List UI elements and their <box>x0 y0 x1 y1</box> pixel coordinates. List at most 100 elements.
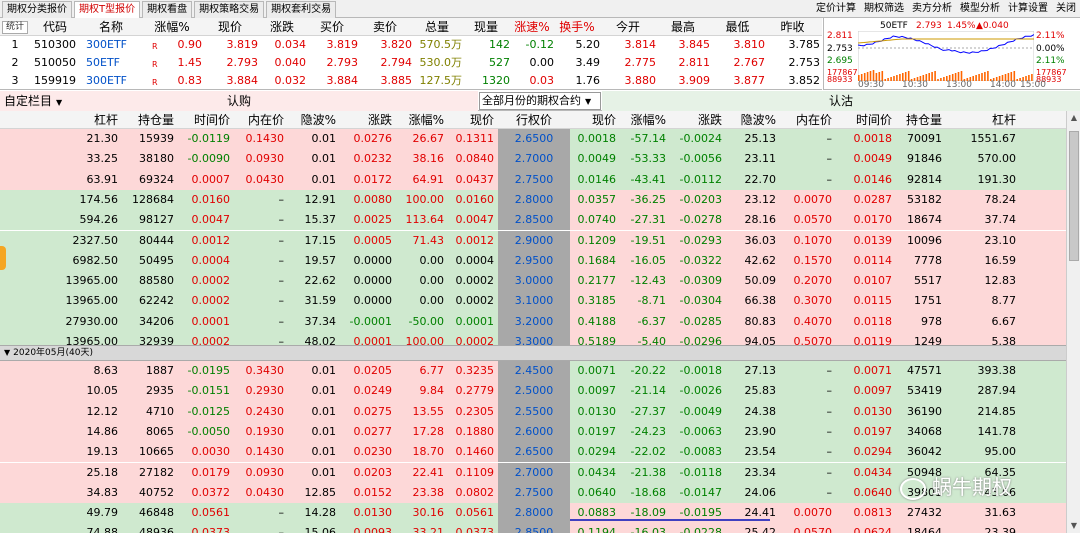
expiry-group-row[interactable]: ▼ 2020年05月(40天) <box>0 345 1066 361</box>
tquote-header-9[interactable]: 现价 <box>591 113 616 127</box>
call-change-pct: 0.00 <box>419 253 445 267</box>
quote-header-7[interactable]: 总量 <box>424 20 449 34</box>
mini-chart-vol-high-left: 177867 <box>827 68 858 77</box>
tquote-row[interactable]: 14.86 8065 -0.0050 0.1930 0.01 0.0277 17.28 0.1… <box>0 421 1066 443</box>
quote-row[interactable]: 2 510050 50ETF 1.45 2.793 0.040 2.793 2.794 530.… <box>0 54 822 72</box>
call-change-pct: 38.16 <box>412 152 445 166</box>
call-intrinsic-value: – <box>278 526 285 533</box>
call-leverage: 174.56 <box>79 192 119 206</box>
tquote-header-7[interactable]: 现价 <box>469 113 494 127</box>
menu-item-0[interactable]: 定价计算 <box>816 3 856 14</box>
mini-chart-time-label: 09:30 <box>858 80 884 90</box>
custom-columns-button[interactable]: 自定栏目 ▼ <box>4 91 62 111</box>
tquote-header-3[interactable]: 内在价 <box>247 113 284 127</box>
tab-0[interactable]: 期权分类报价 <box>2 1 72 18</box>
mini-chart-volume-bar <box>963 79 966 81</box>
quote-row[interactable]: 3 159919 300ETF 0.83 3.884 0.032 3.884 3.885 127… <box>0 72 822 90</box>
quote-header-6[interactable]: 卖价 <box>372 20 397 34</box>
tquote-row[interactable]: 34.83 40752 0.0372 0.0430 12.85 0.0152 23.38 0.… <box>0 482 1066 504</box>
quote-header-11[interactable]: 今开 <box>615 20 640 34</box>
tab-1[interactable]: 期权T型报价 <box>74 1 141 18</box>
mini-chart-volume-bar <box>1025 76 1027 81</box>
quote-header-8[interactable]: 现量 <box>473 20 498 34</box>
tab-4[interactable]: 期权套利交易 <box>266 1 337 18</box>
quote-header-9[interactable]: 涨速% <box>514 20 550 34</box>
quote-header-2[interactable]: 涨幅% <box>154 20 190 34</box>
quote-header-4[interactable]: 涨跌 <box>269 20 294 34</box>
quote-header-13[interactable]: 最低 <box>725 20 750 34</box>
mini-chart-volume-bar <box>1016 79 1018 81</box>
tquote-row[interactable]: 27930.00 34206 0.0001 – 37.34 -0.0001 -50.00 0.… <box>0 311 1066 332</box>
tquote-header-12[interactable]: 隐波% <box>740 113 776 127</box>
tquote-row[interactable]: 13965.00 62242 0.0002 – 31.59 0.0000 0.00 0.000… <box>0 291 1066 312</box>
scroll-down-icon[interactable]: ▼ <box>1070 521 1078 530</box>
menu-item-5[interactable]: 关闭 <box>1056 3 1076 14</box>
tquote-row[interactable]: 10.05 2935 -0.0151 0.2930 0.01 0.0249 9.84 0.27… <box>0 381 1066 402</box>
tquote-row[interactable]: 25.18 27182 0.0179 0.0930 0.01 0.0203 22.41 0.1… <box>0 462 1066 483</box>
tquote-row[interactable]: 8.63 1887 -0.0195 0.3430 0.01 0.0205 6.77 0.323… <box>0 361 1066 382</box>
tquote-row[interactable]: 19.13 10665 0.0030 0.1430 0.01 0.0230 18.70 0.1… <box>0 442 1066 463</box>
tquote-row[interactable]: 49.79 46848 0.0561 – 14.28 0.0130 30.16 0.0561 2… <box>0 503 1066 524</box>
mini-chart-volume-bar <box>1019 78 1021 81</box>
quote-row[interactable]: 1 510300 300ETF 0.90 3.819 0.034 3.819 3.820 570… <box>0 36 822 54</box>
tquote-header-8[interactable]: 行权价 <box>515 113 552 127</box>
tquote-row[interactable]: 594.26 98127 0.0047 – 15.37 0.0025 113.64 0.004… <box>0 210 1066 231</box>
quote-header-0[interactable]: 代码 <box>42 20 67 34</box>
put-intrinsic-value: – <box>826 384 833 398</box>
mini-chart-plot <box>858 31 1034 81</box>
call-intrinsic-value: – <box>278 253 285 267</box>
tquote-header-1[interactable]: 持仓量 <box>137 113 174 127</box>
put-leverage: 393.38 <box>977 364 1017 377</box>
tquote-row[interactable]: 2327.50 80444 0.0012 – 17.15 0.0005 71.43 0.001… <box>0 230 1066 251</box>
vertical-scrollbar[interactable]: ▲ ▼ <box>1066 111 1080 533</box>
tquote-row[interactable]: 12.12 4710 -0.0125 0.2430 0.01 0.0275 13.55 0.2… <box>0 401 1066 422</box>
tab-3[interactable]: 期权策略交易 <box>194 1 265 18</box>
tab-2[interactable]: 期权看盘 <box>142 1 193 18</box>
tquote-header-0[interactable]: 杠杆 <box>93 113 118 127</box>
month-select[interactable]: 全部月份的期权合约 ▼ <box>479 92 601 110</box>
tquote-header-row: 杠杆 持仓量 时间价 内在价 隐波% 涨跌 涨幅% 现价 行权价 现价 涨幅% 涨跌 隐波% 内在价 时间价… <box>0 111 1080 129</box>
quote-header-1[interactable]: 名称 <box>98 20 123 34</box>
tquote-row[interactable]: 6982.50 50495 0.0004 – 19.57 0.0000 0.00 0.0004… <box>0 250 1066 272</box>
tquote-header-4[interactable]: 隐波% <box>300 113 336 127</box>
tquote-row[interactable]: 63.91 69324 0.0007 0.0430 0.01 0.0172 64.91 0.0… <box>0 169 1066 190</box>
scrollbar-thumb[interactable] <box>1069 131 1079 261</box>
call-open-interest: 4710 <box>146 404 174 418</box>
scroll-up-icon[interactable]: ▲ <box>1070 113 1078 122</box>
put-change: -0.0203 <box>679 192 722 206</box>
tquote-row[interactable]: 33.25 38180 -0.0090 0.0930 0.01 0.0232 38.16 0.… <box>0 149 1066 170</box>
call-open-interest: 50495 <box>139 253 174 267</box>
tquote-header-6[interactable]: 涨幅% <box>408 113 444 127</box>
tquote-header-14[interactable]: 时间价 <box>855 113 892 127</box>
call-time-value: 0.0002 <box>191 274 231 288</box>
tquote-header-11[interactable]: 涨跌 <box>697 113 722 127</box>
quote-header-12[interactable]: 最高 <box>670 20 695 34</box>
call-change: 0.0203 <box>353 465 393 479</box>
tquote-header-5[interactable]: 涨跌 <box>367 113 392 127</box>
tquote-row[interactable]: 74.88 48936 0.0373 – 15.06 0.0093 33.21 0.0373 2… <box>0 523 1066 533</box>
tquote-header-10[interactable]: 涨幅% <box>630 113 666 127</box>
call-change: 0.0000 <box>353 253 393 267</box>
menu-item-4[interactable]: 计算设置 <box>1008 3 1048 14</box>
mini-chart-low: 2.695 <box>827 56 853 66</box>
tquote-header-2[interactable]: 时间价 <box>193 113 230 127</box>
tquote-row[interactable]: 13965.00 88580 0.0002 – 22.62 0.0000 0.00 0.000… <box>0 271 1066 292</box>
quote-header-10[interactable]: 换手% <box>559 20 595 34</box>
tquote-row[interactable]: 21.30 15939 -0.0119 0.1430 0.01 0.0276 26.67 0.… <box>0 129 1066 150</box>
call-intrinsic-value: – <box>278 506 285 520</box>
mini-intraday-chart[interactable]: 50ETF 2.793 1.45% ▲0.040 2.811 2.753 2.6… <box>823 18 1080 90</box>
tquote-row[interactable]: 174.56 128684 0.0160 – 12.91 0.0080 100.00 0.01… <box>0 189 1066 211</box>
quote-header-14[interactable]: 昨收 <box>780 20 805 34</box>
strike-price: 2.6000 <box>514 424 554 438</box>
stat-icon[interactable]: 统计 <box>2 21 28 34</box>
tquote-header-16[interactable]: 杠杆 <box>991 113 1016 127</box>
tquote-header-13[interactable]: 内在价 <box>795 113 832 127</box>
tquote-header-15[interactable]: 持仓量 <box>905 113 942 127</box>
quote-header-3[interactable]: 现价 <box>217 20 242 34</box>
side-panel-handle[interactable] <box>0 246 6 270</box>
quote-header-5[interactable]: 买价 <box>319 20 344 34</box>
menu-item-3[interactable]: 模型分析 <box>960 3 1000 14</box>
menu-item-1[interactable]: 期权筛选 <box>864 3 904 14</box>
menu-item-2[interactable]: 卖方分析 <box>912 3 952 14</box>
mini-chart-volume-bar <box>943 77 945 81</box>
